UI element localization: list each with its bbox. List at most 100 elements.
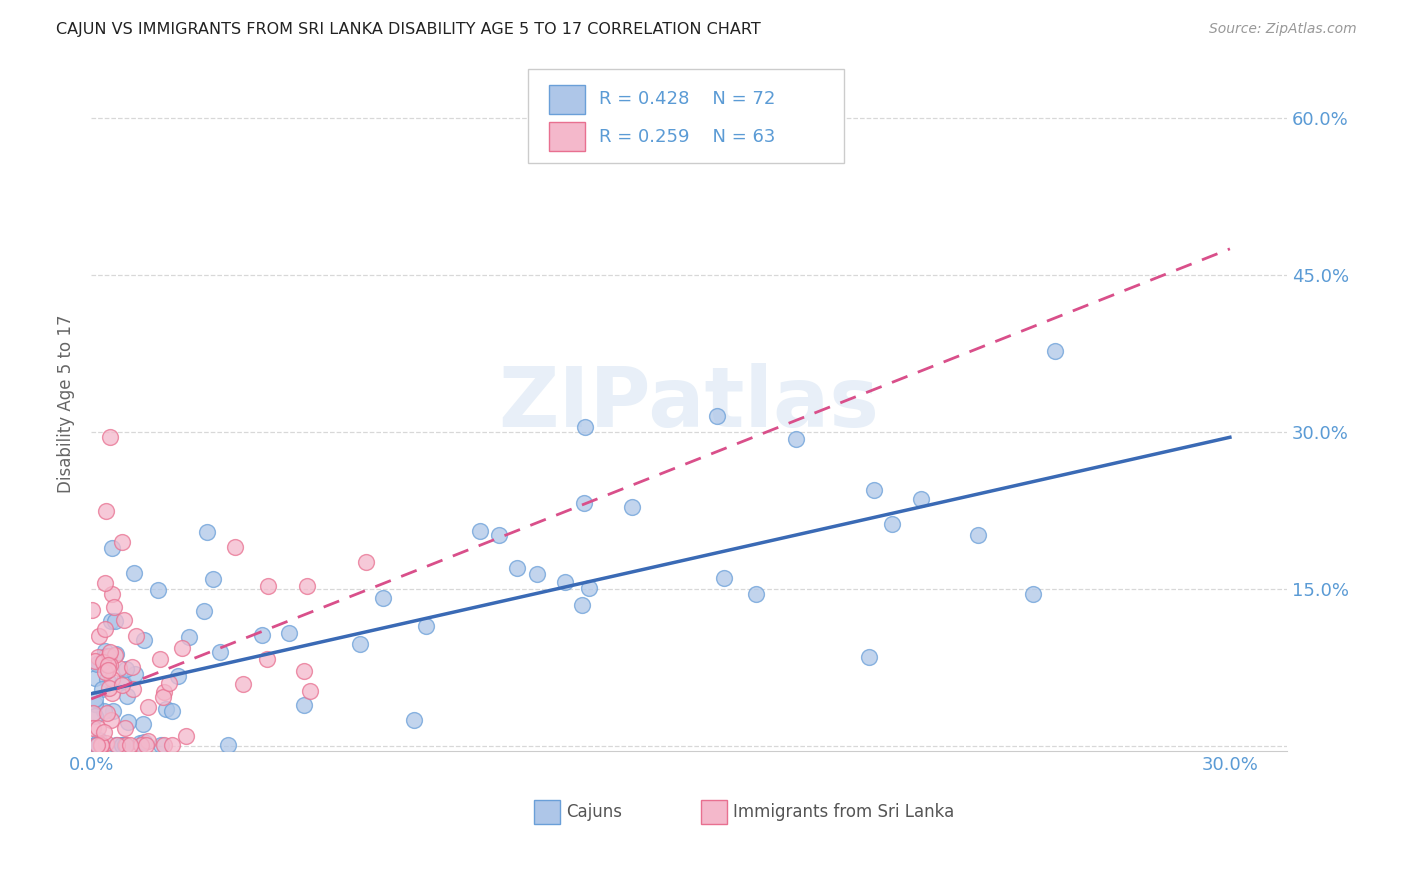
Point <box>104 648 127 662</box>
Y-axis label: Disability Age 5 to 17: Disability Age 5 to 17 <box>58 314 75 492</box>
Point <box>292 698 315 713</box>
Point <box>111 678 134 692</box>
Point <box>166 669 188 683</box>
Point <box>90 681 112 696</box>
Bar <box>702 800 727 824</box>
Point <box>1021 587 1043 601</box>
Point <box>91 655 114 669</box>
Point <box>136 734 159 748</box>
Point <box>86 738 108 752</box>
Point <box>94 665 117 679</box>
Point <box>572 495 595 509</box>
Point <box>115 662 138 676</box>
Point <box>114 738 136 752</box>
Point <box>1045 344 1067 359</box>
Point <box>124 667 146 681</box>
Point <box>86 738 108 752</box>
Point <box>90 738 112 752</box>
Point <box>155 702 177 716</box>
Point <box>157 676 180 690</box>
Point <box>94 576 117 591</box>
Point <box>349 637 371 651</box>
Text: ZIPatlas: ZIPatlas <box>499 363 880 443</box>
Point <box>82 706 104 720</box>
Point <box>96 706 118 720</box>
Point <box>292 665 315 679</box>
Point <box>354 555 377 569</box>
Text: CAJUN VS IMMIGRANTS FROM SRI LANKA DISABILITY AGE 5 TO 17 CORRELATION CHART: CAJUN VS IMMIGRANTS FROM SRI LANKA DISAB… <box>56 22 761 37</box>
Point <box>256 579 278 593</box>
Point <box>278 625 301 640</box>
Point <box>967 527 990 541</box>
Point <box>488 528 510 542</box>
Point <box>706 409 728 424</box>
Point <box>98 681 121 695</box>
Point <box>100 714 122 728</box>
Point <box>90 738 112 752</box>
Point <box>371 591 394 606</box>
Point <box>153 738 176 752</box>
Point <box>202 572 225 586</box>
Point <box>93 725 115 739</box>
Point <box>111 738 134 752</box>
Point <box>93 644 115 658</box>
Point <box>174 729 197 743</box>
Point <box>86 657 108 671</box>
Point <box>298 684 321 698</box>
Point <box>402 713 425 727</box>
Point <box>100 673 122 687</box>
Text: Cajuns: Cajuns <box>565 803 621 821</box>
Point <box>713 571 735 585</box>
Point <box>193 604 215 618</box>
Point <box>105 648 128 662</box>
Point <box>209 645 232 659</box>
Point <box>111 674 134 689</box>
Point <box>103 600 125 615</box>
Point <box>101 587 124 601</box>
Point <box>124 629 146 643</box>
Point <box>96 503 118 517</box>
Point <box>84 709 107 723</box>
Point <box>620 500 643 514</box>
Point <box>571 599 593 613</box>
Bar <box>550 85 585 114</box>
Point <box>152 690 174 705</box>
Point <box>118 738 141 752</box>
Point <box>84 738 107 752</box>
Text: R = 0.428    N = 72: R = 0.428 N = 72 <box>599 90 776 108</box>
Point <box>554 574 576 589</box>
Point <box>97 664 120 678</box>
Point <box>195 524 218 539</box>
Point <box>98 430 121 444</box>
Point <box>84 692 107 706</box>
Point <box>256 652 278 666</box>
Point <box>172 641 194 656</box>
Point <box>96 672 118 686</box>
Point <box>415 619 437 633</box>
Point <box>84 672 107 686</box>
Point <box>153 685 176 699</box>
Point <box>526 566 548 581</box>
Point <box>232 677 254 691</box>
Point <box>87 656 110 670</box>
Point <box>470 524 492 539</box>
Point <box>117 714 139 729</box>
Point <box>94 623 117 637</box>
Point <box>862 483 884 497</box>
Point <box>80 603 103 617</box>
Point <box>104 614 127 628</box>
Point <box>110 535 132 549</box>
Point <box>574 419 596 434</box>
Point <box>149 652 172 666</box>
Point <box>135 738 157 752</box>
Point <box>162 704 184 718</box>
Point <box>101 541 124 556</box>
Point <box>101 704 124 718</box>
Point <box>217 738 239 752</box>
Point <box>858 650 880 665</box>
FancyBboxPatch shape <box>527 69 845 163</box>
Point <box>578 581 600 595</box>
Point <box>295 579 318 593</box>
Point <box>84 654 107 668</box>
Point <box>132 632 155 647</box>
